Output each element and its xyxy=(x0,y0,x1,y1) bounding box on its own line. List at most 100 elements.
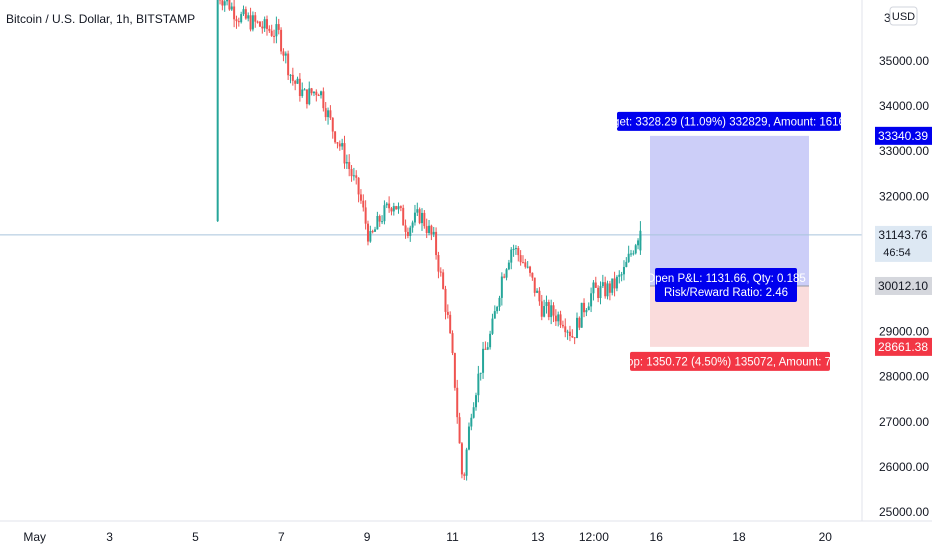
currency-button[interactable]: USD xyxy=(892,11,915,23)
price-axis-label: 26000.00 xyxy=(879,460,929,474)
candle-body xyxy=(402,208,404,226)
candle-body xyxy=(555,316,557,322)
time-axis-label: 5 xyxy=(192,530,199,544)
pnl-line-2: Risk/Reward Ratio: 2.46 xyxy=(664,287,788,299)
candle-body xyxy=(513,249,515,250)
price-axis-label: 28000.00 xyxy=(879,370,929,384)
bar-countdown: 46:54 xyxy=(883,247,911,259)
candle-body xyxy=(414,213,416,223)
candle-body xyxy=(336,142,338,143)
candle-body xyxy=(362,201,364,208)
candle-body xyxy=(254,15,256,21)
candle-body xyxy=(449,315,451,333)
time-axis-label: 7 xyxy=(278,530,285,544)
candle-body xyxy=(517,248,519,255)
candle-body xyxy=(268,29,270,31)
candle-body xyxy=(583,303,585,312)
candle-body xyxy=(372,231,374,232)
candle-body xyxy=(273,36,275,37)
candle-body xyxy=(395,206,397,209)
candle-body xyxy=(536,291,538,293)
candle-body xyxy=(571,336,573,337)
candle-body xyxy=(595,283,597,288)
candle-body xyxy=(599,286,601,298)
candle-body xyxy=(442,272,444,289)
candle-body xyxy=(266,19,268,29)
candle-body xyxy=(545,302,547,306)
candle-body xyxy=(639,235,641,251)
candle-body xyxy=(299,79,301,96)
candle-body xyxy=(409,228,411,236)
candle-body xyxy=(630,254,632,255)
candle-body xyxy=(386,204,388,206)
candle-body xyxy=(524,262,526,267)
candle-body xyxy=(308,88,310,104)
current-price-tag: 31143.76 xyxy=(878,228,927,242)
candle-body xyxy=(325,108,327,117)
candle-body xyxy=(428,226,430,233)
candle-body xyxy=(454,353,456,388)
candle-body xyxy=(459,417,461,443)
price-axis-label: 33000.00 xyxy=(879,144,929,158)
price-axis-label: 35000.00 xyxy=(879,54,929,68)
candle-body xyxy=(311,88,313,93)
candle-body xyxy=(261,27,263,29)
candle-body xyxy=(498,298,500,307)
candle-body xyxy=(320,91,322,95)
stop-price-tag: 28661.38 xyxy=(878,340,928,354)
entry-price-tag: 30012.10 xyxy=(878,279,928,293)
candle-body xyxy=(522,262,524,263)
candle-body xyxy=(231,6,233,9)
candle-body xyxy=(560,314,562,324)
candle-body xyxy=(468,427,470,450)
time-axis-label: 20 xyxy=(819,530,833,544)
candle-body xyxy=(585,310,587,312)
candle-body xyxy=(494,311,496,318)
candle-body xyxy=(607,283,609,296)
candle-body xyxy=(447,312,449,315)
candle-body xyxy=(437,255,439,272)
candle-body xyxy=(564,326,566,332)
candle-body xyxy=(510,250,512,263)
candle-body xyxy=(393,206,395,211)
profit-zone[interactable] xyxy=(650,136,809,286)
symbol-title: Bitcoin / U.S. Dollar, 1h, BITSTAMP xyxy=(6,12,195,26)
price-axis-label: 34000.00 xyxy=(879,99,929,113)
candle-body xyxy=(353,175,355,176)
candle-body xyxy=(520,255,522,262)
candle-body xyxy=(259,22,261,27)
candle-body xyxy=(221,0,223,5)
candle-body xyxy=(515,248,517,249)
time-axis-label: 16 xyxy=(650,530,664,544)
candle-body xyxy=(329,110,331,117)
candle-body xyxy=(383,205,385,221)
time-axis-label: 11 xyxy=(446,530,459,544)
candle-body xyxy=(341,143,343,146)
candle-body xyxy=(618,275,620,277)
stop-label: Stop: 1350.72 (4.50%) 135072, Amount: 75… xyxy=(616,356,844,368)
candle-body xyxy=(343,143,345,163)
candle-body xyxy=(243,9,245,14)
candle-body xyxy=(285,54,287,56)
candle-body xyxy=(252,15,254,29)
candle-body xyxy=(306,89,308,104)
candle-body xyxy=(444,289,446,312)
candle-body xyxy=(590,293,592,306)
candle-body xyxy=(240,14,242,22)
time-axis-label: 9 xyxy=(364,530,371,544)
candle-body xyxy=(529,267,531,273)
candle-body xyxy=(484,349,486,350)
candle-body xyxy=(416,209,418,212)
candle-body xyxy=(578,318,580,328)
candle-body xyxy=(569,332,571,336)
candle-body xyxy=(470,418,472,427)
candle-body xyxy=(374,229,376,231)
candle-body xyxy=(466,450,468,476)
candle-body xyxy=(541,301,543,316)
candle-body xyxy=(405,225,407,232)
candle-body xyxy=(433,232,435,234)
time-axis-label: 13 xyxy=(531,530,545,544)
candle-body xyxy=(506,269,508,277)
candle-body xyxy=(592,283,594,294)
